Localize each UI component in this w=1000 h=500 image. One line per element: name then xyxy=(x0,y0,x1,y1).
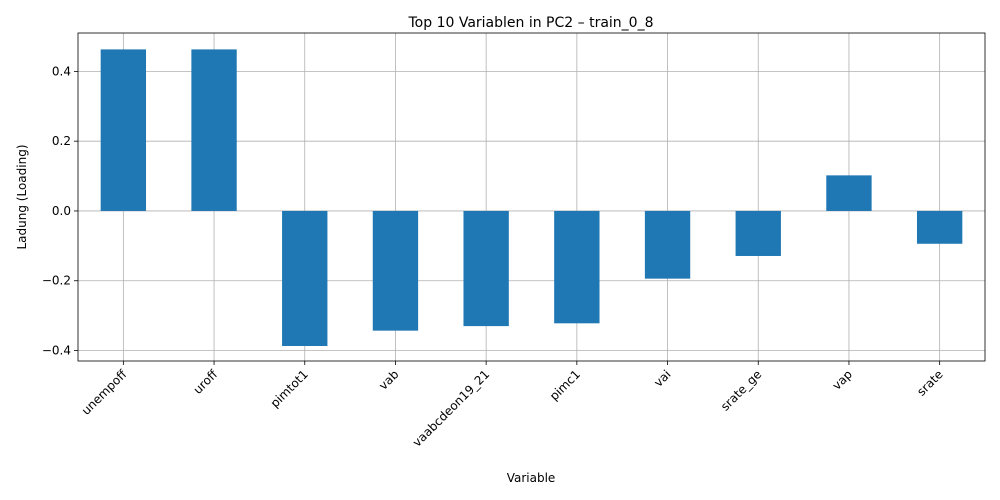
chart-title: Top 10 Variablen in PC2 – train_0_8 xyxy=(408,15,654,31)
y-tick-label: −0.4 xyxy=(42,344,71,358)
y-tick-label: 0.2 xyxy=(52,134,71,148)
x-tick-label-vaabcdeon19_21: vaabcdeon19_21 xyxy=(410,367,492,449)
bar-srate xyxy=(916,210,963,244)
x-tick-label-unempoff: unempoff xyxy=(79,367,130,418)
x-tick-label-srate: srate xyxy=(914,367,946,399)
x-axis-title: Variable xyxy=(507,471,556,485)
bar-unempoff xyxy=(100,49,147,211)
x-tick-label-pimc1: pimc1 xyxy=(547,367,583,403)
bar-srate_ge xyxy=(735,210,781,256)
x-tick-label-vab: vab xyxy=(376,367,402,393)
x-tick-label-pimtot1: pimtot1 xyxy=(268,367,311,410)
bar-vab xyxy=(372,210,419,331)
bar-vaabcdeon19_21 xyxy=(463,210,509,327)
y-tick-label: 0.0 xyxy=(52,204,71,218)
y-tick-label: −0.2 xyxy=(42,274,71,288)
x-tick-label-vap: vap xyxy=(830,367,856,393)
x-tick-label-vai: vai xyxy=(651,367,673,389)
bar-uroff xyxy=(191,49,237,211)
x-axis-ticks: unempoff uroff pimtot1 vab vaabcdeon19_21 pim… xyxy=(79,361,946,450)
x-tick-label-uroff: uroff xyxy=(191,367,221,397)
bar-vap xyxy=(826,175,872,211)
y-axis-title: Ladung (Loading) xyxy=(15,144,29,249)
x-tick-label-srate_ge: srate_ge xyxy=(718,367,764,413)
bar-pimtot1 xyxy=(282,210,328,346)
bar-vai xyxy=(644,210,691,279)
bar-layer xyxy=(100,49,963,346)
y-axis-ticks: −0.4 −0.2 0.0 0.2 0.4 xyxy=(42,64,78,358)
bar-pimc1 xyxy=(554,210,600,324)
y-tick-label: 0.4 xyxy=(52,64,71,78)
plot-frame xyxy=(77,32,986,362)
